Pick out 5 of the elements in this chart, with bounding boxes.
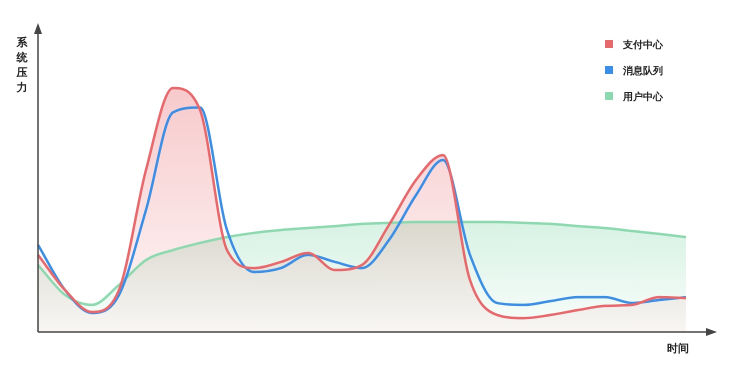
legend-label: 支付中心 <box>622 39 664 51</box>
legend-label: 用户中心 <box>622 91 664 103</box>
x-axis-title: 时间 <box>667 342 689 355</box>
y-axis-title: 系统压力 <box>16 36 28 94</box>
legend-label: 消息队列 <box>622 65 663 77</box>
